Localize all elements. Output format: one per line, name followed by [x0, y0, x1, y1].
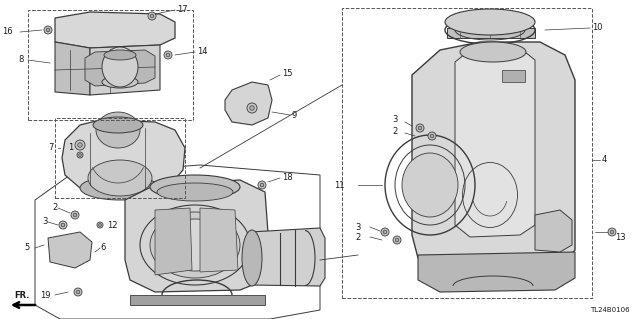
Ellipse shape [242, 230, 262, 286]
Circle shape [164, 51, 172, 59]
Circle shape [247, 103, 257, 113]
Circle shape [79, 154, 81, 156]
Circle shape [430, 134, 434, 138]
Bar [55, 118, 185, 198]
Text: 2: 2 [392, 128, 397, 137]
Circle shape [59, 221, 67, 229]
Text: 1: 1 [68, 144, 73, 152]
Ellipse shape [157, 183, 233, 201]
Ellipse shape [102, 76, 138, 88]
Polygon shape [250, 228, 325, 286]
Ellipse shape [80, 176, 160, 200]
Text: 13: 13 [615, 233, 626, 241]
Ellipse shape [402, 153, 458, 217]
Text: 2: 2 [355, 233, 360, 241]
Text: 5: 5 [24, 243, 29, 253]
Circle shape [258, 181, 266, 189]
Circle shape [73, 213, 77, 217]
Circle shape [77, 143, 83, 147]
Text: 8: 8 [18, 56, 24, 64]
Circle shape [46, 28, 50, 32]
Text: 19: 19 [40, 291, 51, 300]
Ellipse shape [96, 112, 140, 148]
Text: 16: 16 [2, 27, 13, 36]
Polygon shape [85, 50, 155, 86]
Circle shape [44, 26, 52, 34]
Text: 3: 3 [355, 222, 360, 232]
Circle shape [61, 223, 65, 227]
Ellipse shape [88, 160, 152, 196]
Text: 4: 4 [602, 155, 607, 165]
Polygon shape [455, 48, 535, 237]
Polygon shape [447, 28, 535, 38]
Polygon shape [225, 82, 272, 125]
Circle shape [74, 288, 82, 296]
Circle shape [608, 228, 616, 236]
Circle shape [150, 14, 154, 18]
Polygon shape [200, 208, 238, 272]
Circle shape [99, 224, 101, 226]
Circle shape [148, 12, 156, 20]
Polygon shape [55, 42, 90, 95]
Text: 3: 3 [42, 218, 47, 226]
Polygon shape [535, 210, 572, 252]
Ellipse shape [150, 212, 240, 278]
Polygon shape [155, 208, 192, 275]
Circle shape [77, 152, 83, 158]
Text: 12: 12 [107, 220, 118, 229]
Ellipse shape [150, 175, 240, 199]
Text: 14: 14 [197, 48, 207, 56]
Circle shape [71, 211, 79, 219]
Polygon shape [125, 180, 270, 292]
Polygon shape [130, 295, 265, 305]
Circle shape [610, 230, 614, 234]
Ellipse shape [460, 42, 526, 62]
Text: 18: 18 [282, 174, 292, 182]
Circle shape [97, 222, 103, 228]
Polygon shape [418, 252, 575, 292]
Text: 17: 17 [177, 5, 188, 14]
Circle shape [76, 290, 80, 294]
Ellipse shape [102, 47, 138, 87]
Polygon shape [90, 45, 160, 95]
Text: TL24B0106: TL24B0106 [590, 307, 630, 313]
Circle shape [396, 238, 399, 242]
Circle shape [418, 126, 422, 130]
Circle shape [428, 132, 436, 140]
Text: 11: 11 [335, 181, 345, 189]
Text: 9: 9 [292, 110, 297, 120]
Circle shape [260, 183, 264, 187]
Polygon shape [62, 120, 185, 192]
Circle shape [381, 228, 389, 236]
Ellipse shape [93, 117, 143, 133]
Circle shape [416, 124, 424, 132]
Text: FR.: FR. [14, 291, 29, 300]
Text: 2: 2 [52, 204, 57, 212]
Text: 3: 3 [392, 115, 397, 124]
Ellipse shape [160, 219, 230, 271]
Polygon shape [48, 232, 92, 268]
Text: 15: 15 [282, 69, 292, 78]
Text: 10: 10 [592, 24, 602, 33]
Ellipse shape [104, 50, 136, 60]
Circle shape [250, 106, 254, 110]
Text: 6: 6 [100, 243, 106, 253]
Bar [28, 10, 193, 120]
Polygon shape [412, 42, 575, 275]
Circle shape [393, 236, 401, 244]
Circle shape [75, 140, 85, 150]
Ellipse shape [445, 9, 535, 35]
Circle shape [383, 230, 387, 234]
Polygon shape [55, 12, 175, 48]
Circle shape [166, 53, 170, 57]
Polygon shape [502, 70, 525, 82]
Bar [342, 8, 592, 298]
Text: 7: 7 [48, 144, 53, 152]
